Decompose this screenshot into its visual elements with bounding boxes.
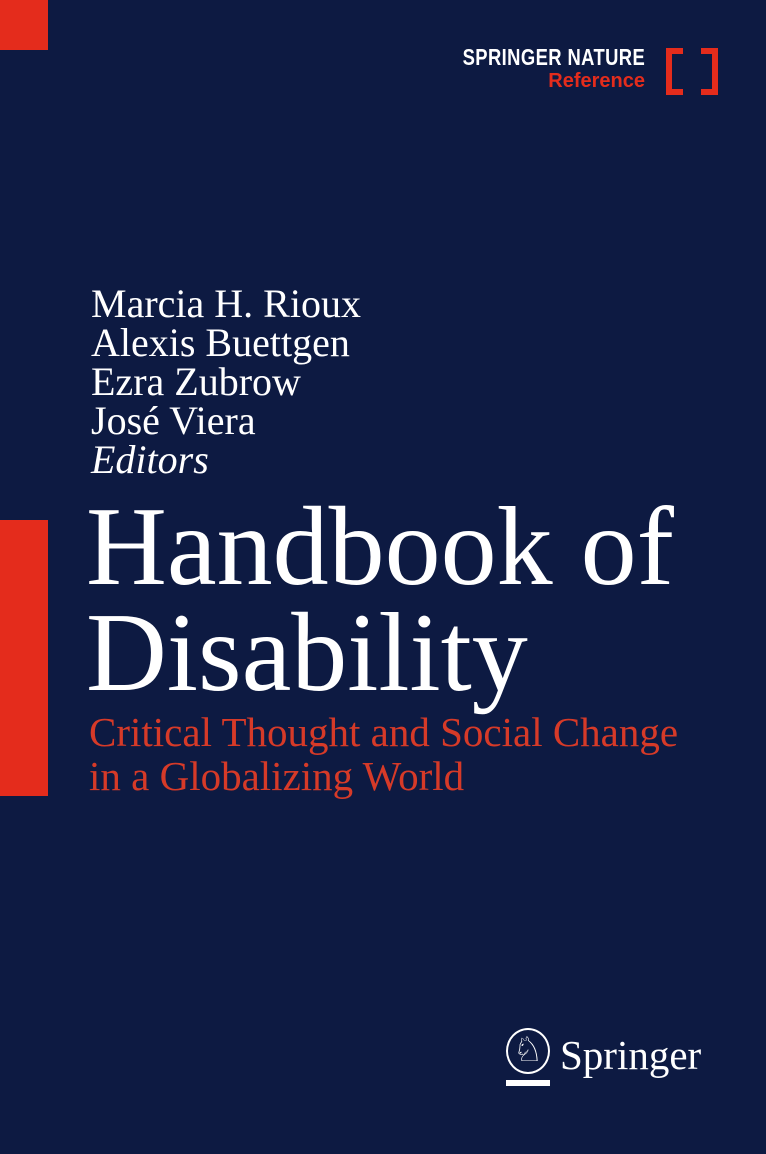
reference-brackets-icon	[666, 48, 718, 95]
springer-knight-icon: ♘	[506, 1028, 550, 1074]
red-title-accent-bar	[0, 520, 48, 796]
left-bracket-icon	[666, 48, 683, 95]
springer-logo-underline	[506, 1080, 550, 1086]
red-corner-accent	[0, 0, 48, 50]
book-title: Handbook of Disability	[86, 491, 674, 709]
editor-name: Ezra Zubrow	[91, 359, 301, 404]
editors-role-label: Editors	[91, 437, 209, 482]
knight-glyph: ♘	[512, 1030, 544, 1070]
springer-logo: ♘ Springer	[506, 1026, 716, 1090]
book-title-line1: Handbook of	[86, 485, 674, 609]
editor-name: José Viera	[91, 398, 256, 443]
book-subtitle: Critical Thought and Social Change in a G…	[89, 710, 678, 798]
editors-block: Marcia H. Rioux Alexis Buettgen Ezra Zub…	[91, 281, 361, 482]
book-title-line2: Disability	[86, 591, 528, 715]
book-subtitle-line2: in a Globalizing World	[89, 753, 465, 799]
editor-name: Alexis Buettgen	[91, 320, 350, 365]
publisher-wordmark: SPRINGER NATURE	[462, 44, 645, 70]
editor-name: Marcia H. Rioux	[91, 281, 361, 326]
right-bracket-icon	[701, 48, 718, 95]
springer-logo-text: Springer	[560, 1032, 702, 1078]
book-subtitle-line1: Critical Thought and Social Change	[89, 709, 679, 755]
series-label: Reference	[548, 70, 645, 92]
